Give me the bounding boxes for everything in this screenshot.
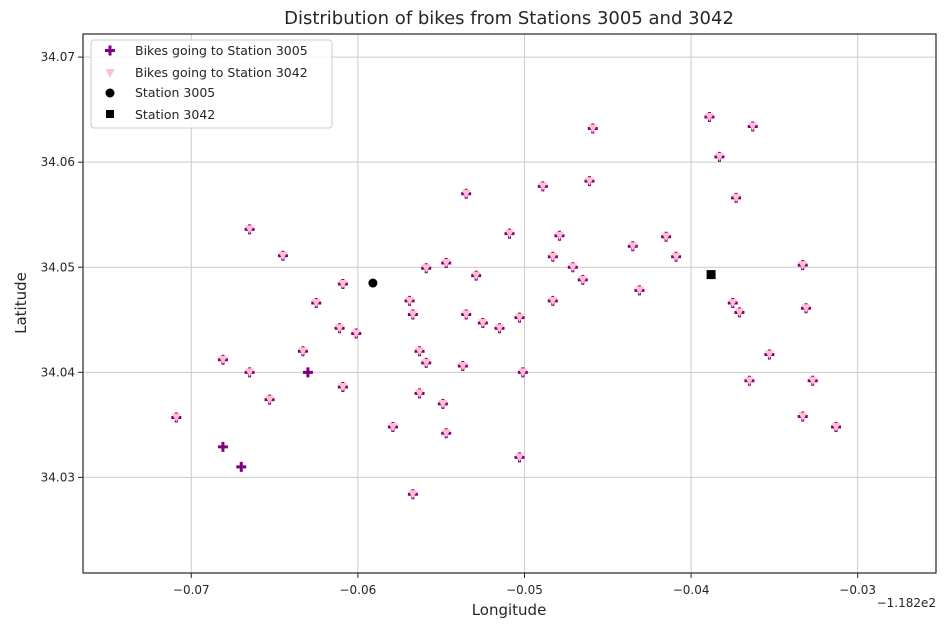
bike-point-station-3042 bbox=[661, 232, 671, 242]
bike-point-station-3042 bbox=[538, 182, 548, 191]
x-tick-label: −0.05 bbox=[506, 583, 543, 597]
bike-point-station-3042 bbox=[388, 422, 398, 432]
bike-point-station-3042 bbox=[458, 362, 468, 371]
y-tick-label: 34.05 bbox=[41, 260, 75, 274]
legend-triangle-down-marker bbox=[105, 69, 115, 78]
legend-label: Station 3042 bbox=[135, 107, 215, 122]
grid-layer bbox=[83, 34, 936, 573]
bike-point-station-3005 bbox=[217, 441, 228, 452]
bike-point-station-3042 bbox=[478, 318, 488, 328]
bike-point-station-3042 bbox=[421, 264, 431, 273]
bike-point-station-3042 bbox=[495, 324, 505, 333]
legend-entry-bikes-3005: Bikes going to Station 3005 bbox=[105, 43, 308, 58]
legend: Bikes going to Station 3005 Bikes going … bbox=[90, 39, 333, 129]
legend-entry-bikes-3042: Bikes going to Station 3042 bbox=[105, 65, 308, 80]
chart-title: Distribution of bikes from Stations 3005… bbox=[284, 8, 734, 29]
bike-point-station-3042 bbox=[438, 399, 448, 409]
bike-point-station-3042 bbox=[734, 308, 744, 317]
x-axis-label: Longitude bbox=[472, 601, 547, 619]
bike-point-station-3042 bbox=[798, 412, 808, 421]
legend-entry-station-3042: Station 3042 bbox=[106, 107, 215, 122]
bike-point-station-3042 bbox=[408, 310, 418, 320]
station-3042-marker bbox=[706, 270, 716, 280]
bike-point-station-3042 bbox=[461, 310, 471, 320]
bike-point-station-3042 bbox=[505, 229, 514, 239]
bike-point-station-3042 bbox=[744, 376, 754, 386]
y-tick-label: 34.07 bbox=[41, 50, 75, 64]
bike-point-station-3042 bbox=[728, 298, 738, 308]
x-tick-label: −0.06 bbox=[340, 583, 377, 597]
bike-point-station-3042 bbox=[714, 152, 724, 162]
legend-box bbox=[90, 39, 333, 129]
bike-point-station-3042 bbox=[441, 259, 451, 268]
x-axis-offset-label: −1.182e2 bbox=[877, 596, 936, 610]
bike-point-station-3042 bbox=[548, 296, 558, 306]
bike-point-station-3042 bbox=[405, 296, 415, 306]
bike-point-station-3042 bbox=[801, 304, 811, 313]
bike-point-station-3042 bbox=[421, 358, 431, 368]
bike-point-station-3042 bbox=[671, 252, 681, 262]
bike-point-station-3042 bbox=[278, 251, 288, 261]
bike-point-station-3042 bbox=[704, 113, 714, 122]
bike-point-station-3042 bbox=[548, 252, 558, 262]
y-tick-label: 34.04 bbox=[41, 365, 75, 379]
bike-point-station-3042 bbox=[245, 225, 255, 234]
bike-point-station-3005 bbox=[236, 461, 247, 472]
y-tick-label: 34.03 bbox=[41, 470, 75, 484]
legend-square-marker bbox=[106, 110, 114, 118]
x-tick-label: −0.07 bbox=[173, 583, 210, 597]
bike-point-station-3042 bbox=[628, 242, 638, 251]
bike-point-station-3042 bbox=[518, 368, 528, 377]
bike-point-station-3042 bbox=[554, 231, 564, 241]
legend-entry-station-3005: Station 3005 bbox=[105, 85, 215, 100]
legend-circle-marker bbox=[105, 88, 115, 98]
bike-point-station-3042 bbox=[588, 124, 598, 134]
bike-point-station-3042 bbox=[245, 368, 255, 377]
legend-label: Bikes going to Station 3005 bbox=[135, 43, 308, 58]
x-tick-label: −0.03 bbox=[839, 583, 876, 597]
bike-point-station-3042 bbox=[808, 376, 818, 386]
bike-point-station-3042 bbox=[265, 395, 275, 405]
x-tick-label: −0.04 bbox=[673, 583, 710, 597]
bike-point-station-3042 bbox=[171, 413, 181, 422]
bike-point-station-3042 bbox=[764, 350, 774, 359]
bike-point-station-3042 bbox=[568, 263, 578, 272]
bike-point-station-3042 bbox=[634, 286, 644, 295]
legend-label: Bikes going to Station 3042 bbox=[135, 65, 308, 80]
bike-point-station-3042 bbox=[461, 189, 471, 199]
bike-point-station-3042 bbox=[578, 275, 588, 285]
bike-point-station-3042 bbox=[335, 324, 345, 333]
station-3005-marker bbox=[368, 278, 378, 288]
ticks-layer: −0.07 −0.06 −0.05 −0.04 −0.03 34.03 34.04 34.05… bbox=[41, 50, 876, 597]
bike-point-station-3042 bbox=[748, 122, 758, 131]
y-tick-label: 34.06 bbox=[41, 155, 75, 169]
bike-point-station-3042 bbox=[351, 329, 361, 338]
bike-point-station-3042 bbox=[798, 261, 808, 270]
legend-label: Station 3005 bbox=[135, 85, 215, 100]
bike-point-station-3042 bbox=[514, 453, 524, 462]
bike-point-station-3042 bbox=[311, 298, 321, 308]
y-axis-label: Latitude bbox=[12, 272, 30, 334]
bike-point-station-3042 bbox=[298, 347, 308, 356]
bike-point-station-3042 bbox=[415, 389, 425, 398]
bike-point-station-3042 bbox=[471, 271, 481, 281]
bike-point-station-3005 bbox=[302, 367, 313, 378]
bike-point-station-3042 bbox=[338, 280, 348, 289]
bike-point-station-3042 bbox=[514, 313, 524, 323]
plot-frame bbox=[82, 33, 937, 574]
bike-point-station-3042 bbox=[441, 429, 451, 438]
bike-point-station-3042 bbox=[584, 177, 594, 186]
bike-point-station-3042 bbox=[731, 193, 741, 203]
points-layer bbox=[171, 112, 842, 500]
bike-point-station-3042 bbox=[338, 383, 348, 392]
bike-point-station-3042 bbox=[408, 490, 418, 499]
legend-plus-marker bbox=[105, 45, 115, 56]
bike-point-station-3042 bbox=[831, 422, 841, 432]
bike-point-station-3042 bbox=[415, 347, 425, 356]
bike-point-station-3042 bbox=[218, 355, 228, 365]
